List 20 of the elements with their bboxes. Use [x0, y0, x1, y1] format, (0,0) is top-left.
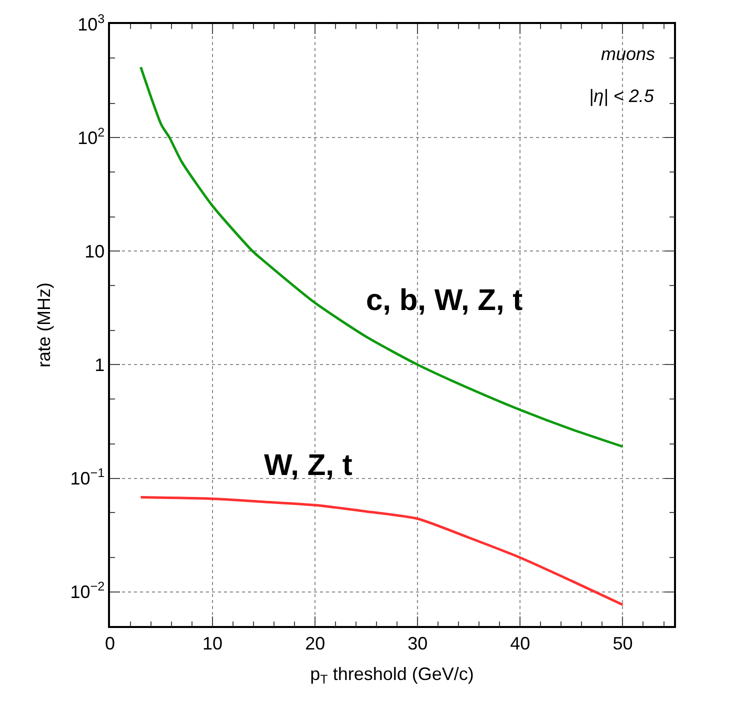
series-label: W, Z, t: [264, 449, 352, 482]
x-tick-label: 50: [612, 633, 633, 654]
y-tick-label: 10$^{3}$: [78, 12, 105, 34]
y-tick-label: 10: [84, 241, 105, 262]
y-tick-label: 10$^{−1}$: [70, 466, 105, 489]
line-series: [140, 496, 624, 606]
x-tick-label: 30: [408, 633, 428, 654]
x-tick-label: 40: [510, 633, 530, 654]
series-label: c, b, W, Z, t: [366, 284, 523, 317]
x-tick-label: 10: [202, 633, 223, 654]
y-tick-label: 10$^{−2}$: [70, 580, 105, 602]
annotation: |η| < 2.5: [589, 86, 655, 106]
y-tick-label: 10$^{2}$: [78, 125, 105, 148]
x-tick-label: 0: [104, 633, 116, 654]
line-series: [140, 66, 624, 448]
annotation: muons: [601, 44, 656, 64]
y-axis-title: rate (MHz): [34, 282, 54, 368]
y-tick-label: 1: [94, 354, 105, 375]
x-tick-label: 20: [305, 633, 326, 654]
x-axis-title: p$_{T}$ threshold (GeV/c): [310, 664, 474, 687]
